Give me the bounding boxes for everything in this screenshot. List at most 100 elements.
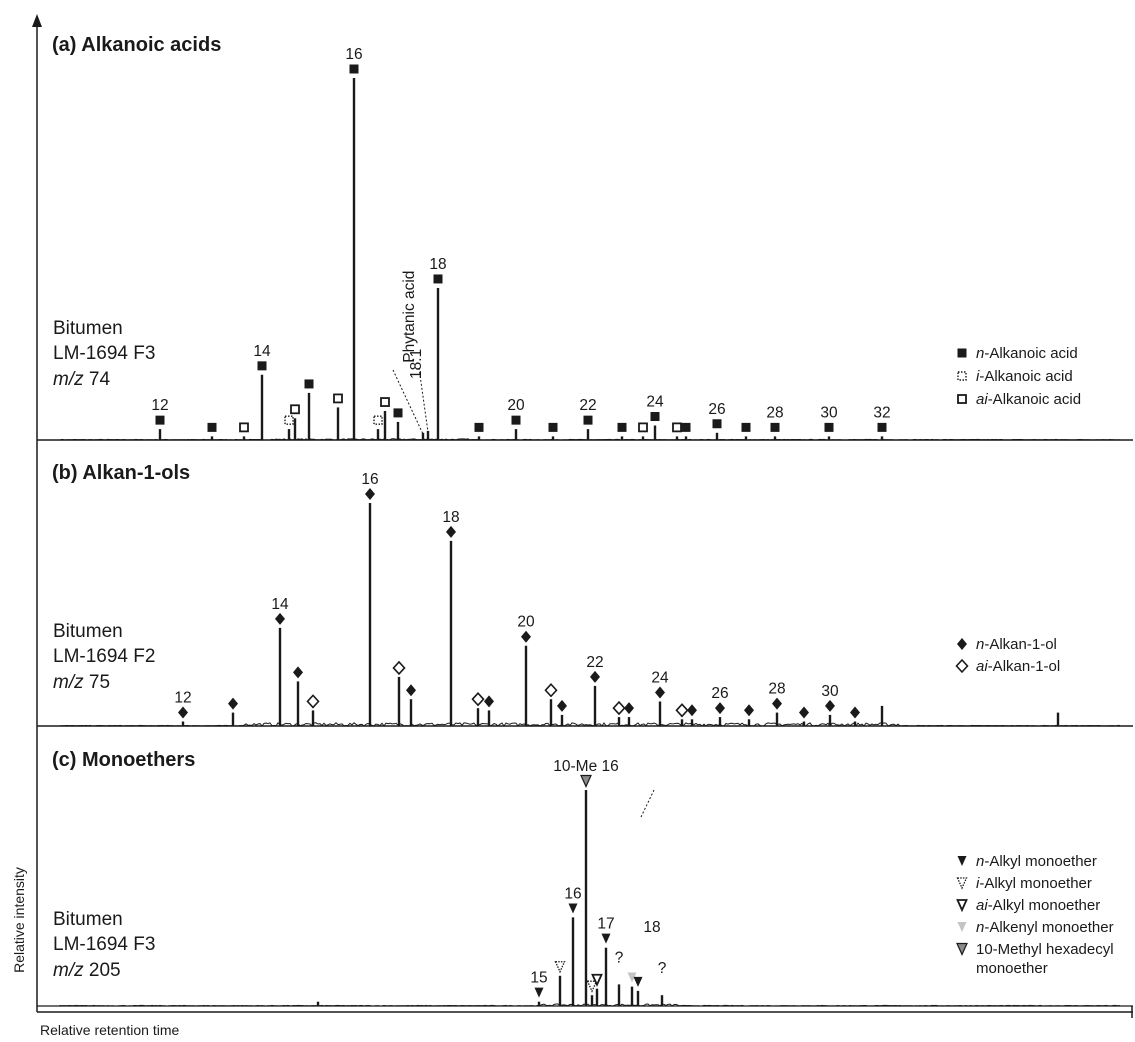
tri-dotted-marker — [586, 980, 598, 993]
peak-label: 26 — [708, 401, 725, 418]
square-dotted-marker — [957, 371, 967, 381]
legend-entry-line2: monoether — [976, 960, 1048, 977]
chromatogram-trace — [59, 438, 1121, 441]
panel-monoethers: (c) Monoethers Bitumen LM-1694 F3 m/z 20… — [37, 749, 1133, 1007]
sample-name: Bitumen — [53, 621, 123, 642]
peak-label: 14 — [253, 343, 271, 360]
peak-label: 20 — [517, 614, 535, 631]
square-filled-marker — [877, 422, 887, 432]
peak-label: 30 — [821, 683, 839, 700]
diamond-open-marker — [955, 658, 969, 674]
legend-entry: i-Alkanoic acid — [976, 368, 1073, 385]
square-filled-marker — [511, 415, 521, 425]
tri-filled-marker — [568, 903, 578, 914]
square-filled-marker — [824, 422, 834, 432]
tri-filled-marker — [633, 976, 643, 987]
y-axis-label: Relative intensity — [11, 867, 27, 973]
legend: n-Alkyl monoether i-Alkyl monoether ai-Alk… — [956, 853, 1114, 977]
diamond-filled-marker — [446, 525, 456, 538]
square-open-marker — [638, 422, 648, 433]
legend: n-Alkanoic acid i-Alkanoic acid ai-Alkanoi… — [957, 345, 1081, 408]
tri-filled-marker — [534, 987, 544, 998]
diamond-filled-marker — [365, 488, 375, 500]
legend-entry: ai-Alkyl monoether — [976, 897, 1100, 914]
square-filled-marker — [474, 422, 484, 432]
diamond-filled-marker — [850, 706, 860, 719]
tri-grey-marker — [580, 774, 592, 788]
chromatogram-trace — [59, 1003, 1121, 1007]
peak-label: 18 — [429, 256, 446, 273]
peak-label: 24 — [651, 669, 669, 686]
baseline-noise — [59, 1003, 1121, 1007]
peak-label: 12 — [151, 397, 168, 414]
square-filled-marker — [304, 379, 314, 389]
tri-open-marker — [956, 899, 968, 913]
square-open-marker — [239, 422, 249, 433]
peak-label: 24 — [646, 394, 664, 411]
peak-label: 16 — [361, 471, 378, 488]
diamond-filled-marker — [228, 697, 238, 710]
square-open-marker — [672, 422, 682, 433]
tri-light-marker — [957, 922, 967, 932]
diamond-open-marker — [675, 703, 689, 718]
panel-alkanoic-acids: (a) Alkanoic acids Bitumen LM-1694 F3 m/… — [37, 34, 1133, 441]
square-filled-marker — [349, 64, 359, 74]
c18-1-leader — [418, 367, 429, 433]
diamond-filled-marker — [590, 670, 600, 683]
square-filled-marker — [712, 419, 722, 429]
panel-title: (c) Monoethers — [52, 749, 195, 771]
peak-label: 12 — [174, 690, 191, 707]
mz-label: m/z 205 — [53, 960, 121, 981]
tri-filled-marker — [601, 933, 611, 944]
square-dotted-marker — [284, 415, 294, 425]
diamond-filled-marker — [772, 697, 782, 710]
mz-label: m/z 74 — [53, 369, 110, 390]
diamond-open-marker — [306, 694, 320, 709]
peak-label: Phytanic acid — [401, 271, 418, 363]
panel-title: (a) Alkanoic acids — [52, 34, 221, 56]
peak-label: 18:1 — [408, 349, 425, 379]
sample-name: Bitumen — [53, 909, 123, 930]
square-filled-marker — [741, 422, 751, 432]
square-open-marker — [333, 393, 343, 404]
baseline-noise — [59, 438, 1121, 441]
diamond-filled-marker — [406, 684, 416, 697]
diamond-filled-marker — [624, 702, 634, 715]
peak-label: 18 — [442, 509, 459, 526]
diamond-filled-marker — [957, 638, 967, 650]
diamond-filled-marker — [293, 666, 303, 679]
square-filled-marker — [433, 274, 443, 284]
diamond-filled-marker — [557, 699, 567, 712]
tri-dotted-marker — [554, 961, 566, 974]
baseline-noise — [59, 722, 1121, 727]
square-filled-marker — [257, 361, 267, 371]
square-filled-marker — [770, 422, 780, 432]
peak-label: 17 — [597, 916, 614, 933]
tri-dotted-marker — [956, 877, 968, 890]
sample-id: LM-1694 F3 — [53, 343, 155, 364]
panel-alkan-1-ols: (b) Alkan-1-ols Bitumen LM-1694 F2 m/z 7… — [37, 462, 1133, 727]
peak-marks: 15 16 10-Me 16 17? 18? — [316, 758, 667, 1006]
mz-label: m/z 75 — [53, 672, 110, 693]
peak-label: 16 — [345, 46, 362, 63]
square-filled-marker — [155, 415, 165, 425]
square-filled-marker — [681, 422, 691, 432]
tri-filled-marker — [957, 856, 967, 866]
tri-grey-marker — [956, 942, 968, 956]
square-open-marker — [290, 404, 300, 415]
peak-label: 14 — [271, 596, 289, 613]
peak-label: 15 — [530, 970, 547, 987]
square-dotted-marker — [373, 415, 383, 425]
diamond-filled-marker — [521, 630, 531, 643]
square-filled-marker — [957, 348, 967, 358]
diamond-filled-marker — [715, 702, 725, 715]
legend-entry: n-Alkan-1-ol — [976, 636, 1057, 653]
peak-label: 32 — [873, 404, 890, 421]
peak-label: 20 — [507, 397, 525, 414]
diamond-open-marker — [392, 660, 406, 676]
square-filled-marker — [207, 422, 217, 432]
diamond-open-marker — [612, 700, 626, 716]
peak-label: 18 — [643, 919, 660, 936]
